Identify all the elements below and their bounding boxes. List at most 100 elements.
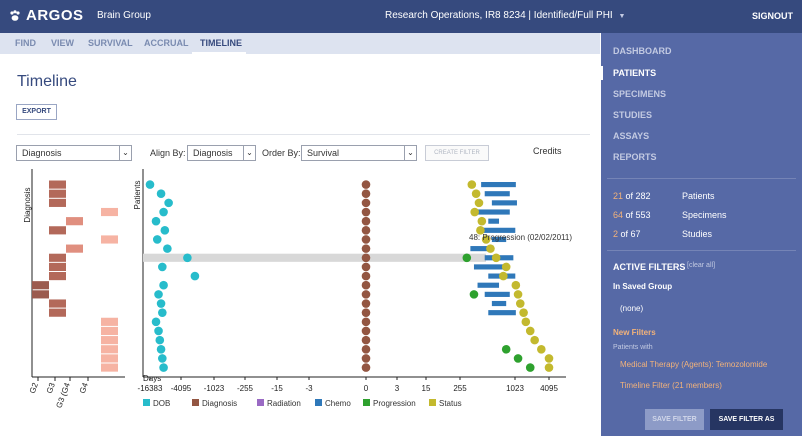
active-nav-indicator xyxy=(599,66,603,80)
sidebar-item-reports[interactable]: REPORTS xyxy=(613,152,657,162)
diagnosis-select[interactable]: Diagnosis ⌄ xyxy=(16,145,132,161)
export-button[interactable]: EXPORT xyxy=(16,104,57,120)
filter-timeline[interactable]: Timeline Filter (21 members) xyxy=(620,381,722,390)
saved-group-value: (none) xyxy=(620,304,644,313)
dob-point xyxy=(151,317,161,327)
timeline-tick-label: 3 xyxy=(395,384,400,393)
legend-label: Progression xyxy=(373,399,416,408)
timeline-y-label: Patients xyxy=(133,181,142,210)
dob-point xyxy=(159,280,168,290)
heatmap-cell xyxy=(49,262,66,271)
timeline-tick-label: -1023 xyxy=(204,384,225,393)
tab-survival[interactable]: SURVIVAL xyxy=(88,38,133,48)
dob-point xyxy=(156,299,166,308)
tab-find[interactable]: FIND xyxy=(15,38,36,48)
order-by-value: Survival xyxy=(307,148,340,158)
heatmap-y-label: Diagnosis xyxy=(23,187,32,222)
dob-point xyxy=(190,271,200,281)
patients-count-value: 21 xyxy=(613,191,624,201)
patients-count: 21 of 282 xyxy=(613,191,651,201)
patients-with-label: Patients with xyxy=(613,344,653,351)
diagnosis-select-value: Diagnosis xyxy=(22,148,62,158)
filter-medical-therapy[interactable]: Medical Therapy (Agents): Temozolomide xyxy=(620,360,768,369)
tab-view[interactable]: VIEW xyxy=(51,38,75,48)
status-point xyxy=(511,280,521,290)
studies-count-value: 2 xyxy=(613,229,619,239)
sidebar-item-studies[interactable]: STUDIES xyxy=(613,110,653,120)
study-selector[interactable]: Research Operations, IR8 8234 | Identifi… xyxy=(385,10,625,21)
tab-timeline[interactable]: TIMELINE xyxy=(200,38,242,48)
saved-group-title: In Saved Group xyxy=(613,282,673,291)
align-by-select[interactable]: Diagnosis ⌄ xyxy=(187,145,256,161)
heatmap-cell xyxy=(101,336,118,345)
clear-all-link[interactable]: [clear all] xyxy=(687,262,716,269)
save-filter-button[interactable]: SAVE FILTER xyxy=(645,409,704,430)
timeline-tick-label: -15 xyxy=(271,384,283,393)
dob-point xyxy=(155,335,165,345)
status-point xyxy=(521,317,531,327)
legend-swatch xyxy=(143,399,150,406)
dob-point xyxy=(154,326,163,336)
diagnosis-point xyxy=(361,226,371,235)
sidebar-item-patients[interactable]: PATIENTS xyxy=(613,68,657,78)
heatmap-cell xyxy=(66,217,83,226)
chemo-bar xyxy=(484,191,510,197)
status-point xyxy=(501,262,511,272)
tab-accrual[interactable]: ACCRUAL xyxy=(144,38,189,48)
diagnosis-point xyxy=(361,189,371,199)
credits-link[interactable]: Credits xyxy=(533,146,562,156)
specimens-count-total: of 553 xyxy=(625,210,651,220)
highlight-band xyxy=(143,253,486,262)
signout-link[interactable]: SIGNOUT xyxy=(751,11,793,21)
heatmap-tick-label: G4 xyxy=(78,381,90,395)
save-filter-as-button[interactable]: SAVE FILTER AS xyxy=(710,409,783,430)
status-point xyxy=(470,207,479,217)
diagnosis-point xyxy=(361,317,371,327)
active-tab-indicator xyxy=(192,52,246,54)
timeline-tick-label: 15 xyxy=(422,384,431,393)
align-by-label: Align By: xyxy=(150,148,186,158)
sidebar-item-specimens[interactable]: SPECIMENS xyxy=(613,89,667,99)
timeline-x-label: Days xyxy=(143,374,161,383)
dob-point xyxy=(183,253,192,263)
app-logo[interactable]: ARGOS xyxy=(8,7,84,24)
diagnosis-point xyxy=(361,180,371,189)
diagnosis-point xyxy=(361,290,371,299)
create-filter-button[interactable]: CREATE FILTER xyxy=(425,145,489,161)
chemo-bar xyxy=(484,291,510,297)
chemo-bar xyxy=(491,300,507,307)
studies-count-total: of 67 xyxy=(620,229,641,239)
status-point xyxy=(481,235,491,244)
diagnosis-point xyxy=(361,280,371,290)
chemo-bar xyxy=(473,264,507,270)
heatmap-cell xyxy=(101,326,118,336)
status-point xyxy=(476,226,485,235)
order-by-select[interactable]: Survival ⌄ xyxy=(301,145,417,161)
legend-label: DOB xyxy=(153,399,170,408)
dob-point xyxy=(151,216,161,226)
legend-swatch xyxy=(315,399,322,406)
sidebar: DASHBOARD PATIENTS SPECIMENS STUDIES ASS… xyxy=(599,33,802,436)
sidebar-item-assays[interactable]: ASSAYS xyxy=(613,131,650,141)
legend-label: Radiation xyxy=(267,399,301,408)
dob-point xyxy=(159,363,168,372)
chemo-bar xyxy=(491,200,517,206)
heatmap-cell xyxy=(49,272,66,281)
diagnosis-point xyxy=(361,326,371,336)
diagnosis-point xyxy=(361,253,371,263)
active-filters-title: ACTIVE FILTERS xyxy=(613,262,686,272)
status-point xyxy=(486,244,495,253)
heatmap-cell xyxy=(101,207,118,217)
hover-label: 48: Progression (02/02/2011) xyxy=(469,233,572,242)
diagnosis-point xyxy=(361,363,371,372)
status-point xyxy=(467,180,477,189)
study-label: Research Operations, IR8 8234 | Identifi… xyxy=(385,10,613,21)
heatmap-cell xyxy=(66,244,83,253)
status-point xyxy=(537,344,546,354)
sidebar-item-dashboard[interactable]: DASHBOARD xyxy=(613,46,672,56)
diagnosis-point xyxy=(361,344,371,354)
group-name[interactable]: Brain Group xyxy=(97,10,151,21)
order-by-label: Order By: xyxy=(262,148,301,158)
progression-point xyxy=(525,363,535,372)
dob-point xyxy=(152,235,162,244)
